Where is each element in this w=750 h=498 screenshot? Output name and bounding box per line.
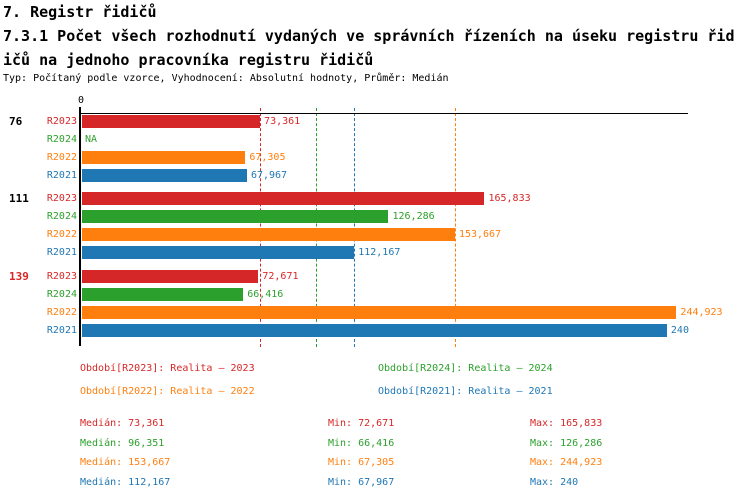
legend-item-r2021: Období[R2021]: Realita – 2021 (378, 386, 553, 397)
zero-tick-label: 0 (77, 95, 85, 106)
chart-title-line1: 7.3.1 Počet všech rozhodnutí vydaných ve… (3, 27, 735, 45)
bar-value-label: 67,305 (249, 152, 286, 163)
bar-value-label: 72,671 (262, 271, 299, 282)
bar (82, 228, 455, 241)
bar (82, 192, 485, 205)
page-title: 7. Registr řidičů (3, 3, 157, 21)
chart-title-line2: ičů na jednoho pracovníka registru řidič… (3, 51, 374, 69)
bar (82, 306, 677, 319)
stat-max: Max: 126,286 (530, 438, 603, 449)
stat-median: Medián: 96,351 (80, 438, 165, 449)
year-label: R2024 (46, 134, 77, 145)
x-axis-line (80, 113, 688, 114)
stat-max: Max: 240 (530, 477, 579, 488)
stat-median: Medián: 73,361 (80, 418, 165, 429)
year-label: R2024 (46, 289, 77, 300)
bar (82, 210, 389, 223)
median-line-r2022 (454, 108, 456, 347)
year-label: R2023 (46, 271, 77, 282)
y-axis-line (79, 107, 81, 346)
bar-value-label: 66,416 (247, 289, 284, 300)
bar (82, 270, 259, 283)
year-label: R2021 (46, 247, 77, 258)
bar (82, 288, 244, 301)
bar-value-label: 153,667 (458, 229, 502, 240)
stat-min: Min: 67,967 (328, 477, 395, 488)
chart-subtitle: Typ: Počítaný podle vzorce, Vyhodnocení:… (3, 73, 449, 84)
bar-value-label: 240 (670, 325, 689, 336)
bar (82, 169, 247, 182)
stat-min: Min: 66,416 (328, 438, 395, 449)
group-label: 111 (9, 192, 29, 205)
bar-value-label: 112,167 (358, 247, 401, 258)
stat-median: Medián: 112,167 (80, 477, 171, 488)
median-line-r2024 (315, 108, 317, 347)
bar (82, 324, 667, 337)
year-label: R2023 (46, 116, 77, 127)
year-label: R2022 (46, 307, 77, 318)
year-label: R2021 (46, 325, 77, 336)
bar (82, 115, 261, 128)
legend-item-r2023: Období[R2023]: Realita – 2023 (80, 363, 255, 374)
bar (82, 246, 355, 259)
bar-chart: 0 76 R2023 73,361 R2024 NA R2022 67,305 R2021 67,… (9, 95, 723, 347)
year-label: R2021 (46, 170, 77, 181)
group-label: 139 (9, 270, 29, 283)
na-label: NA (85, 134, 98, 145)
bar-value-label: 126,286 (392, 211, 435, 222)
bar-value-label: 165,833 (488, 193, 531, 204)
bar-value-label: 73,361 (264, 116, 301, 127)
bar (82, 151, 246, 164)
year-label: R2022 (46, 152, 77, 163)
stat-min: Min: 72,671 (328, 418, 395, 429)
legend-item-r2022: Období[R2022]: Realita – 2022 (80, 386, 255, 397)
bar-value-label: 244,923 (680, 307, 723, 318)
group-label: 76 (9, 115, 23, 128)
bar-value-label: 67,967 (250, 170, 288, 181)
year-label: R2024 (46, 211, 77, 222)
median-line-r2021 (354, 108, 356, 347)
median-line-r2023 (260, 108, 262, 347)
stat-max: Max: 244,923 (530, 457, 603, 468)
stat-min: Min: 67,305 (328, 457, 395, 468)
legend-item-r2024: Období[R2024]: Realita – 2024 (378, 363, 553, 374)
stat-median: Medián: 153,667 (80, 457, 171, 468)
year-label: R2023 (46, 193, 77, 204)
year-label: R2022 (46, 229, 77, 240)
stat-max: Max: 165,833 (530, 418, 603, 429)
